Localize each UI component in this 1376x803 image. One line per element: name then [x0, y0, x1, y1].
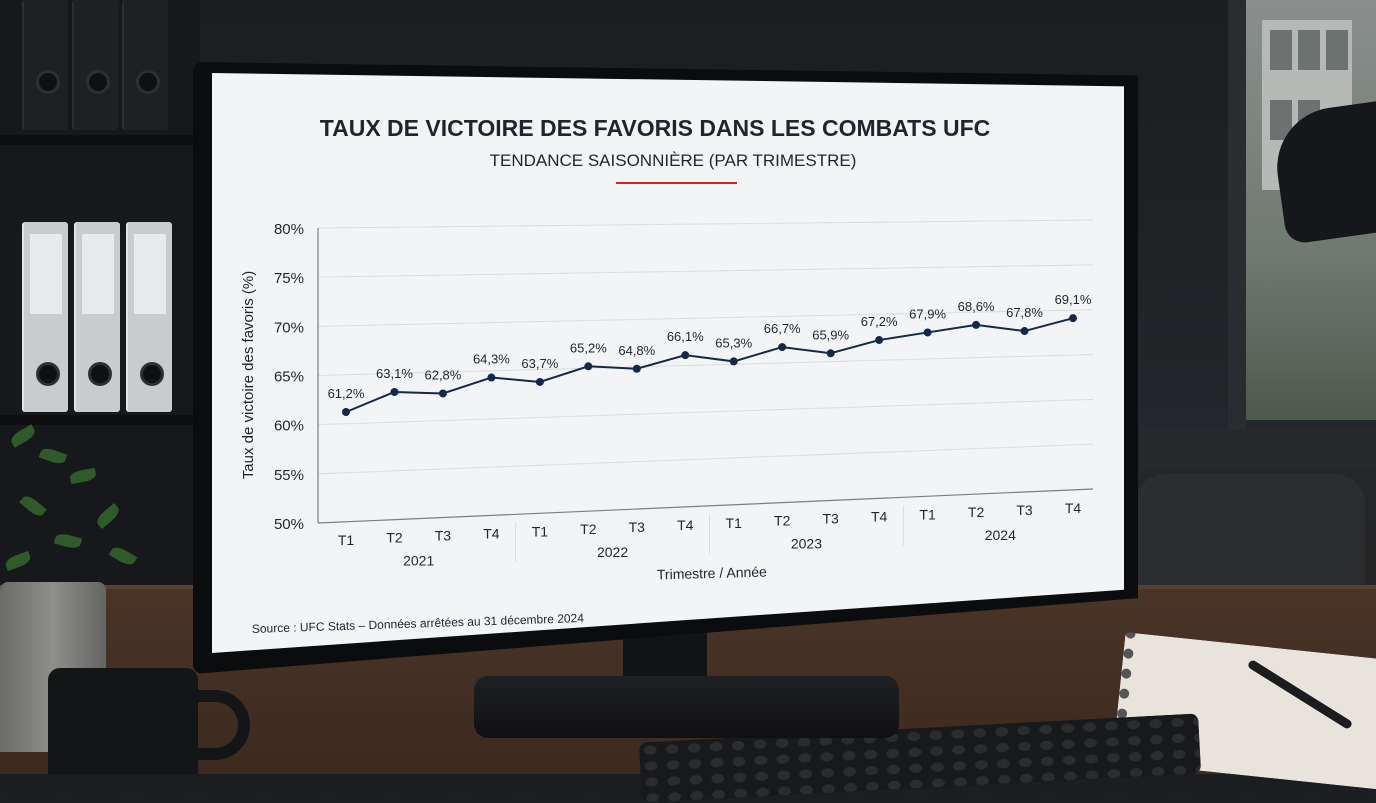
- x-tick-label: T2: [580, 521, 597, 537]
- y-tick-label: 65%: [274, 369, 304, 386]
- shelf-board: [0, 415, 200, 425]
- data-point: [632, 364, 641, 373]
- bookshelf: [0, 0, 200, 600]
- data-label: 62,8%: [424, 367, 461, 382]
- data-label: 65,2%: [570, 340, 607, 355]
- x-tick-label: T2: [774, 513, 791, 529]
- monitor-screen: [212, 73, 1124, 653]
- gridline: [317, 443, 1094, 475]
- data-point: [729, 357, 738, 366]
- chart-subtitle: TENDANCE SAISONNIÈRE (PAR TRIMESTRE): [490, 151, 857, 170]
- data-point: [972, 320, 981, 329]
- data-label: 61,2%: [328, 386, 365, 401]
- data-point: [1020, 327, 1029, 336]
- y-axis-title: Taux de victoire des favoris (%): [240, 271, 257, 479]
- y-tick-label: 55%: [274, 467, 304, 484]
- series-line: [345, 317, 1074, 413]
- data-label: 66,1%: [667, 329, 704, 344]
- data-label: 69,1%: [1055, 292, 1092, 307]
- data-label: 67,8%: [1006, 305, 1043, 320]
- data-label: 64,8%: [618, 343, 655, 358]
- x-axis-line: [317, 488, 1094, 524]
- binder: [22, 222, 68, 412]
- data-point: [390, 387, 399, 396]
- y-tick-label: 80%: [274, 221, 304, 238]
- window-sill: [1140, 430, 1376, 470]
- x-tick-label: T4: [483, 525, 500, 541]
- x-tick-label: T3: [822, 511, 839, 527]
- gridline: [317, 354, 1094, 376]
- y-tick-label: 50%: [274, 516, 304, 533]
- data-label: 68,6%: [958, 299, 995, 314]
- data-point: [438, 389, 447, 398]
- x-tick-label: T1: [726, 515, 743, 531]
- x-tick-label: T2: [386, 530, 403, 546]
- x-axis-title: Trimestre / Année: [657, 564, 768, 583]
- year-label: 2021: [403, 553, 434, 569]
- x-tick-label: T2: [968, 504, 985, 520]
- year-label: 2022: [597, 544, 628, 560]
- x-tick-label: T3: [1016, 502, 1033, 518]
- x-tick-label: T4: [1065, 500, 1082, 516]
- x-tick-label: T4: [677, 517, 694, 533]
- data-point: [1069, 314, 1077, 323]
- y-tick-label: 60%: [274, 418, 304, 435]
- binder: [122, 0, 168, 130]
- chart-title: TAUX DE VICTOIRE DES FAVORIS DANS LES CO…: [320, 115, 990, 141]
- data-label: 65,3%: [715, 335, 752, 350]
- x-tick-label: T1: [338, 532, 355, 548]
- x-tick-label: T3: [435, 528, 452, 544]
- data-label: 63,1%: [376, 366, 413, 381]
- binder: [74, 222, 120, 412]
- gridline: [317, 264, 1094, 278]
- data-point: [923, 328, 932, 337]
- x-tick-label: T1: [919, 506, 936, 522]
- y-tick-label: 75%: [274, 270, 304, 287]
- data-point: [681, 351, 690, 360]
- source-note: Source : UFC Stats – Données arrêtées au…: [252, 611, 585, 636]
- data-label: 65,9%: [812, 327, 849, 342]
- data-point: [342, 407, 350, 416]
- data-point: [826, 349, 835, 358]
- year-label: 2024: [985, 527, 1016, 543]
- binder: [126, 222, 172, 412]
- data-label: 66,7%: [764, 321, 801, 336]
- coffee-mug: [48, 668, 198, 774]
- x-tick-label: T4: [871, 508, 888, 524]
- window-frame: [1228, 0, 1246, 430]
- gridline: [317, 309, 1094, 327]
- shelf-board: [0, 135, 200, 145]
- gridline: [317, 219, 1094, 229]
- data-label: 67,2%: [861, 314, 898, 329]
- binder: [72, 0, 118, 130]
- data-label: 67,9%: [909, 306, 946, 321]
- data-label: 63,7%: [521, 356, 558, 371]
- data-point: [584, 362, 593, 371]
- binder: [22, 0, 68, 130]
- data-label: 64,3%: [473, 352, 510, 367]
- x-tick-label: T1: [532, 523, 549, 539]
- year-label: 2023: [791, 536, 822, 552]
- data-point: [778, 343, 787, 352]
- x-tick-label: T3: [629, 519, 646, 535]
- y-tick-label: 70%: [274, 319, 304, 336]
- line-chart: TAUX DE VICTOIRE DES FAVORIS DANS LES CO…: [240, 115, 1094, 636]
- gridline: [317, 398, 1094, 426]
- monitor-stand-base: [474, 676, 899, 738]
- data-point: [535, 377, 544, 386]
- data-point: [875, 336, 884, 345]
- data-point: [487, 373, 496, 382]
